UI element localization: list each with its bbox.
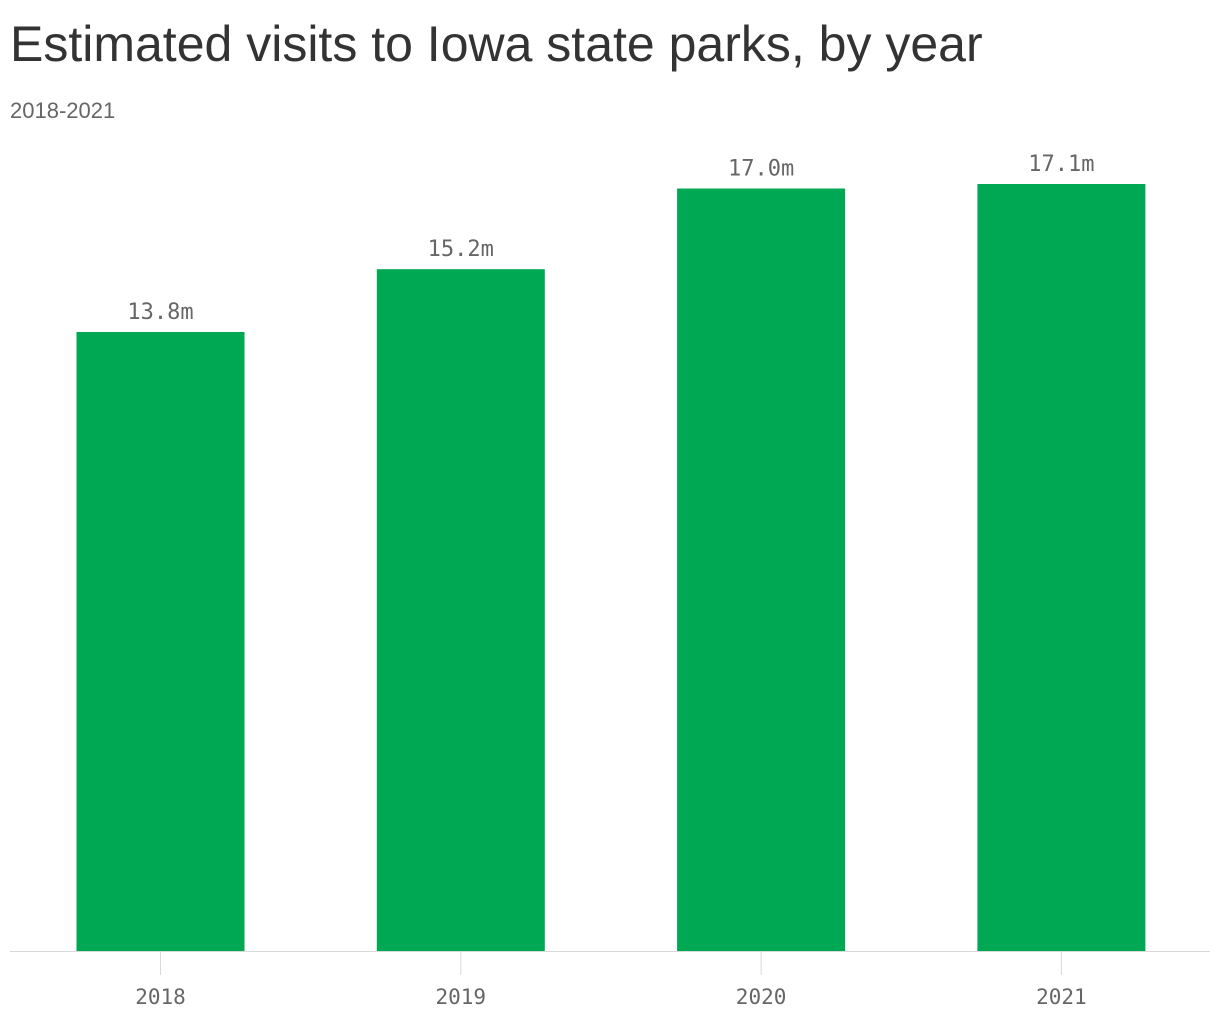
bar-2019 (376, 269, 545, 951)
bars-group (76, 184, 1146, 951)
data-label-2021: 17.1m (1028, 152, 1094, 177)
x-tick-label-2018: 2018 (135, 985, 186, 1009)
x-tick-label-2021: 2021 (1036, 985, 1087, 1009)
data-label-2018: 13.8m (127, 300, 193, 325)
chart-subtitle: 2018-2021 (10, 98, 116, 123)
x-tick-label-2020: 2020 (736, 985, 787, 1009)
data-label-2019: 15.2m (428, 237, 494, 262)
data-labels-group: 13.8m 15.2m 17.0m 17.1m (127, 152, 1094, 325)
x-axis-tick-labels: 2018 2019 2020 2021 (135, 985, 1086, 1009)
chart-title: Estimated visits to Iowa state parks, by… (10, 16, 983, 72)
data-label-2020: 17.0m (728, 157, 794, 182)
bar-2020 (677, 188, 846, 951)
x-tick-label-2019: 2019 (436, 985, 487, 1009)
bar-2018 (76, 332, 245, 951)
bar-2021 (977, 184, 1146, 951)
x-axis-ticks (160, 952, 1062, 975)
